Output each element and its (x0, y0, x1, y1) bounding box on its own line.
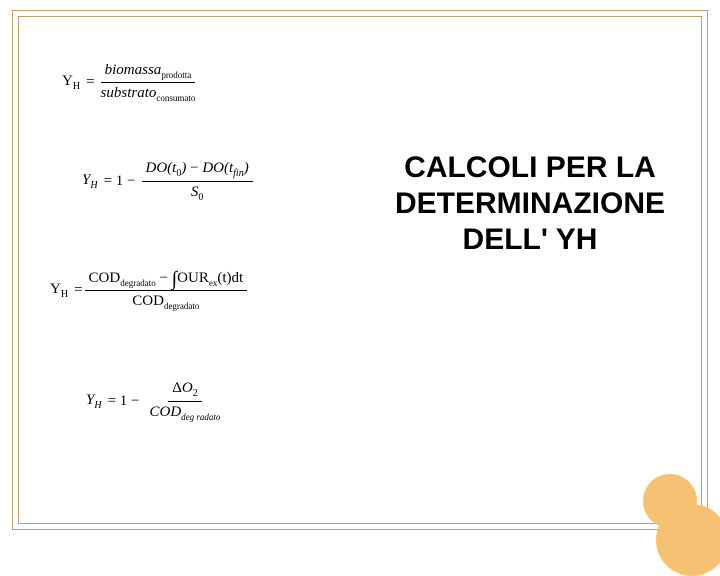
eq2-num-minus: − (190, 160, 198, 176)
eq1-num-main: biomassa (105, 62, 162, 78)
eq3-lhs-symbol: Y (50, 281, 61, 297)
equation-3: YH = CODdegradato − ∫OURex(t)dt CODdegra… (50, 270, 249, 311)
eq1-den-sub: consumato (156, 93, 195, 103)
eq4-num-o: O (182, 380, 193, 396)
equation-1: YH = biomassaprodotta substratoconsumato (62, 62, 201, 103)
slide-title: CALCOLI PER LA DETERMINAZIONE DELL' YH (370, 150, 690, 258)
decorative-circle-inner (643, 474, 697, 528)
eq3-num-our: OUR (177, 270, 209, 286)
eq1-num-sub: prodotta (161, 70, 191, 80)
equation-4: YH = 1 − ΔO2 CODdeg radato (86, 380, 226, 422)
eq2-num-do1: DO (146, 160, 168, 176)
eq4-num-sub: 2 (193, 388, 198, 399)
eq1-lhs-symbol: Y (62, 73, 73, 89)
eq2-lhs-sub: H (90, 180, 97, 191)
eq3-num-arg: (t)dt (217, 270, 243, 286)
eq1-op: = (86, 74, 94, 91)
eq4-lhs-sub: H (94, 400, 101, 411)
eq3-num-cod: COD (89, 270, 121, 286)
eq3-den-sub: degradato (164, 301, 199, 311)
eq3-num-minus: − (159, 270, 167, 286)
eq2-num-t2-sub: fin (233, 168, 244, 179)
eq1-lhs-sub: H (73, 81, 80, 92)
eq3-lhs-sub: H (61, 289, 68, 300)
eq3-den-cod: COD (132, 293, 164, 309)
eq4-den-cod: COD (150, 404, 182, 420)
eq4-prefix: = 1 − (108, 393, 140, 410)
eq2-num-t1-sub: 0 (176, 168, 181, 179)
eq2-den-sub: 0 (198, 192, 203, 203)
eq4-num-delta: Δ (172, 380, 182, 396)
eq2-num-do2: DO (202, 160, 224, 176)
equation-2: YH = 1 − DO(t0) − DO(tfin) S0 (82, 160, 255, 203)
eq2-prefix: = 1 − (104, 173, 136, 190)
eq3-num-cod-sub: degradato (120, 278, 155, 288)
eq4-den-sub: deg radato (181, 412, 220, 422)
eq1-den-main: substrato (101, 85, 157, 101)
eq3-op: = (74, 282, 82, 299)
